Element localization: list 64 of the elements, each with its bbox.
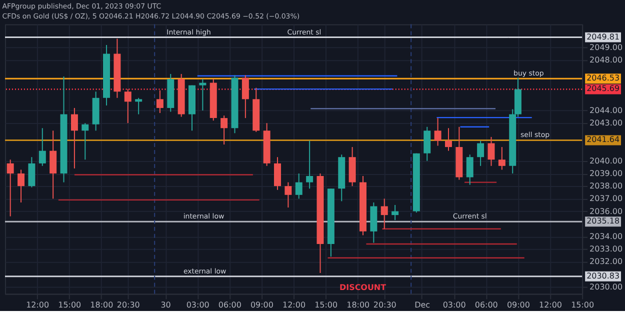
candlestick <box>306 140 314 190</box>
y-tick-label: 2044.00 <box>590 106 623 115</box>
candlestick <box>284 182 292 208</box>
candlestick <box>380 198 388 230</box>
ref-line-label: 2030.83 <box>586 271 620 280</box>
candlestick <box>392 204 399 221</box>
candlestick <box>50 130 57 200</box>
candlestick <box>156 90 164 114</box>
y-tick-label: 2033.00 <box>590 244 623 254</box>
y-tick-label: 2049.00 <box>590 43 623 52</box>
y-tick-label: 2037.00 <box>590 194 623 204</box>
candlestick <box>466 154 474 186</box>
y-tick-label: 2038.00 <box>590 182 623 191</box>
ref-line-label: 2045.69 <box>586 84 620 94</box>
candlestick <box>477 140 484 166</box>
candlestick <box>498 146 506 170</box>
x-tick-label: 12:00 <box>539 300 562 310</box>
x-tick-label: 12:00 <box>282 300 306 310</box>
x-tick-label: 09:00 <box>506 300 530 310</box>
candlestick <box>434 118 442 146</box>
candlestick <box>124 88 132 124</box>
y-tick-label: 2032.00 <box>590 257 623 266</box>
ref-line-label: 2049.81 <box>586 32 620 42</box>
y-tick-label: 2039.00 <box>590 168 623 178</box>
candlestick <box>242 74 249 119</box>
x-tick-label: 15:00 <box>571 300 594 310</box>
x-tick-label: 03:00 <box>442 300 466 310</box>
x-tick-label: Dec <box>414 300 430 310</box>
candlestick <box>18 169 25 203</box>
x-tick-label: 09:00 <box>250 300 274 310</box>
candlestick <box>70 107 78 169</box>
y-tick-label: 2043.00 <box>590 118 623 128</box>
y-tick-label: 2048.00 <box>590 56 623 65</box>
candlestick <box>82 122 89 160</box>
candlestick <box>295 172 302 200</box>
x-tick-label: 12:00 <box>26 300 50 310</box>
y-tick-label: 2034.00 <box>590 232 623 241</box>
x-tick-label: 18:00 <box>346 300 370 310</box>
candlestick <box>199 78 206 111</box>
candlestick <box>424 126 431 162</box>
x-tick-label: 20:30 <box>373 300 396 310</box>
candlestick <box>6 159 14 217</box>
candlestick <box>220 115 228 146</box>
candlestick <box>28 156 36 188</box>
x-tick-label: 15:00 <box>314 300 338 310</box>
candlestick <box>444 128 452 152</box>
candlestick <box>488 136 495 166</box>
ref-line-label: 2046.53 <box>586 74 620 83</box>
x-tick-label: 18:00 <box>90 300 114 310</box>
candlestick <box>274 156 281 190</box>
ref-line-label: 2041.64 <box>586 135 620 144</box>
x-tick-label: 03:00 <box>186 300 210 310</box>
x-tick-label: 06:00 <box>218 300 242 310</box>
candlestick <box>135 97 142 115</box>
x-tick-label: 15:00 <box>58 300 82 310</box>
x-tick-label: 06:00 <box>474 300 498 310</box>
y-tick-label: 2040.00 <box>590 156 623 166</box>
ref-line-label: 2035.18 <box>586 216 620 226</box>
annotation: DISCOUNT <box>340 282 387 292</box>
y-tick-label: 2030.00 <box>590 282 623 292</box>
x-tick-label: 30 <box>160 300 171 310</box>
y-tick-label: 2036.00 <box>590 206 623 216</box>
candlestick <box>38 128 46 166</box>
x-tick-label: 20:30 <box>116 300 140 310</box>
